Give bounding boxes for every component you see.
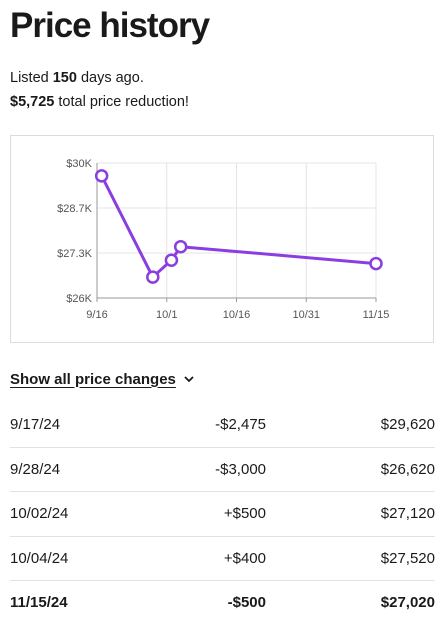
table-row: 10/02/24 +$500 $27,120 xyxy=(10,492,435,537)
table-row: 9/28/24 -$3,000 $26,620 xyxy=(10,448,435,492)
price-point xyxy=(164,253,179,267)
listed-days-count: 150 xyxy=(52,70,77,86)
price-reduction-amount: $5,725 xyxy=(10,94,55,110)
change-date: 9/17/24 xyxy=(10,416,61,433)
chart-svg: $30K $28.7K $27.3K $26K 9/16 10/1 10/16 10/31 11… xyxy=(57,158,390,321)
x-tick-label: 10/31 xyxy=(292,309,320,321)
chevron-down-icon xyxy=(184,376,194,382)
change-price: $27,120 xyxy=(380,505,435,522)
table-row: 9/17/24 -$2,475 $29,620 xyxy=(10,403,435,448)
change-date: 9/28/24 xyxy=(10,460,61,478)
x-tick-label: 9/16 xyxy=(86,309,107,321)
y-tick-label: $26K xyxy=(66,293,92,305)
price-reduction-text: $5,725 total price reduction! xyxy=(10,94,189,110)
price-history-chart: $30K $28.7K $27.3K $26K 9/16 10/1 10/16 10/31 11… xyxy=(10,135,434,343)
price-point xyxy=(94,169,109,183)
y-tick-label: $28.7K xyxy=(57,203,93,215)
show-all-price-changes-button[interactable]: Show all price changes xyxy=(10,367,196,391)
price-changes-table: 9/17/24 -$2,475 $29,620 9/28/24 -$3,000 $26,6… xyxy=(10,403,435,626)
change-amount: -$500 xyxy=(227,594,266,611)
y-tick-label: $30K xyxy=(66,158,92,170)
page-title: Price history xyxy=(10,6,210,45)
change-amount: -$3,000 xyxy=(215,460,266,478)
change-amount: -$2,475 xyxy=(215,416,266,433)
y-tick-label: $27.3K xyxy=(57,248,93,260)
x-tick-label: 11/15 xyxy=(363,309,390,321)
change-date: 11/15/24 xyxy=(10,594,68,611)
table-row: 10/04/24 +$400 $27,520 xyxy=(10,537,435,581)
x-tick-label: 10/16 xyxy=(223,309,251,321)
change-date: 10/04/24 xyxy=(10,549,69,567)
listed-days-text: Listed 150 days ago. xyxy=(10,70,144,86)
change-amount: +$400 xyxy=(223,549,266,567)
price-point xyxy=(173,239,188,254)
change-date: 10/02/24 xyxy=(10,505,69,522)
price-series-line xyxy=(100,175,377,279)
table-row: 11/15/24 -$500 $27,020 xyxy=(10,581,435,626)
x-tick-label: 10/1 xyxy=(156,309,177,321)
change-price: $29,620 xyxy=(380,416,435,433)
change-price: $27,520 xyxy=(380,549,435,567)
show-all-label: Show all price changes xyxy=(10,370,176,388)
listing-summary: Listed 150 days ago. $5,725 total price … xyxy=(10,66,189,114)
change-price: $27,020 xyxy=(380,594,435,611)
price-point xyxy=(146,270,160,284)
change-price: $26,620 xyxy=(380,460,435,478)
change-amount: +$500 xyxy=(223,505,266,522)
price-point xyxy=(369,256,383,271)
